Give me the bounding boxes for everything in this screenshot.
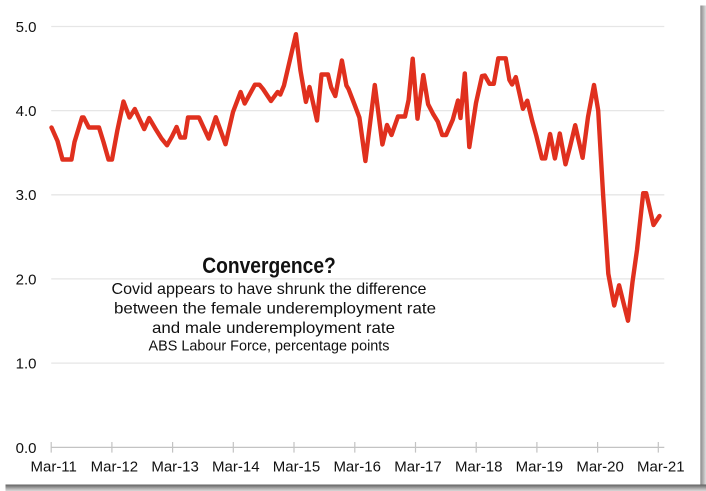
svg-text:and male underemployment rate: and male underemployment rate <box>152 320 395 337</box>
svg-text:5.0: 5.0 <box>16 19 37 36</box>
svg-text:Mar-21: Mar-21 <box>637 459 685 476</box>
svg-text:1.0: 1.0 <box>16 356 37 373</box>
svg-text:2.0: 2.0 <box>16 271 37 288</box>
svg-text:Mar-17: Mar-17 <box>394 459 442 476</box>
svg-text:Mar-15: Mar-15 <box>273 459 321 476</box>
svg-text:Mar-11: Mar-11 <box>30 459 76 476</box>
svg-text:Mar-18: Mar-18 <box>455 459 503 476</box>
svg-text:0.0: 0.0 <box>16 440 37 457</box>
svg-text:Mar-14: Mar-14 <box>212 459 260 476</box>
svg-text:Convergence?: Convergence? <box>202 253 336 278</box>
svg-text:Mar-20: Mar-20 <box>576 459 624 476</box>
svg-text:Mar-16: Mar-16 <box>333 459 381 476</box>
svg-text:Covid appears to have shrunk t: Covid appears to have shrunk the differe… <box>112 281 427 298</box>
svg-text:ABS Labour Force, percentage p: ABS Labour Force, percentage points <box>149 338 390 355</box>
svg-text:3.0: 3.0 <box>16 187 37 204</box>
svg-text:Mar-12: Mar-12 <box>91 459 139 476</box>
svg-text:Mar-13: Mar-13 <box>151 459 199 476</box>
svg-text:Mar-19: Mar-19 <box>516 459 564 476</box>
svg-text:4.0: 4.0 <box>16 103 37 120</box>
svg-text:between the female underemploy: between the female underemployment rate <box>114 300 436 317</box>
